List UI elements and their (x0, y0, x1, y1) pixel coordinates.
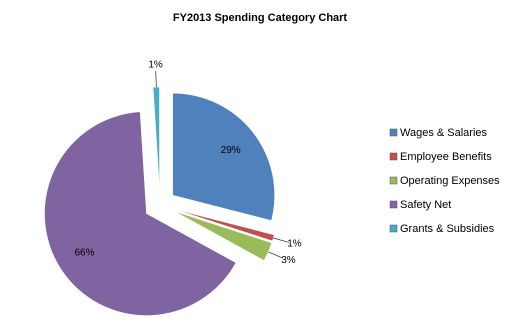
leader-line (268, 251, 284, 259)
chart-title: FY2013 Spending Category Chart (173, 12, 348, 24)
data-label: 29% (221, 145, 241, 156)
legend-swatch (389, 176, 398, 185)
legend-swatch (389, 200, 398, 209)
legend-swatch (389, 224, 398, 233)
pie-slice (174, 211, 273, 261)
legend-label: Operating Expenses (400, 175, 500, 187)
legend-swatch (389, 152, 398, 161)
legend-label: Safety Net (400, 199, 451, 211)
pie-slice (175, 209, 275, 242)
legend-label: Employee Benefits (400, 151, 492, 163)
pie-slice (44, 111, 237, 316)
leader-line (155, 71, 157, 88)
leader-line (273, 237, 289, 243)
data-label: 66% (74, 248, 94, 259)
pie-slice (152, 86, 160, 190)
data-label: 1% (287, 239, 302, 250)
data-label: 3% (281, 255, 296, 266)
legend-swatch (389, 128, 398, 137)
pie-slice (172, 92, 275, 221)
legend-label: Wages & Salaries (400, 127, 488, 139)
data-label: 1% (148, 60, 163, 71)
legend-label: Grants & Subsidies (400, 223, 495, 235)
